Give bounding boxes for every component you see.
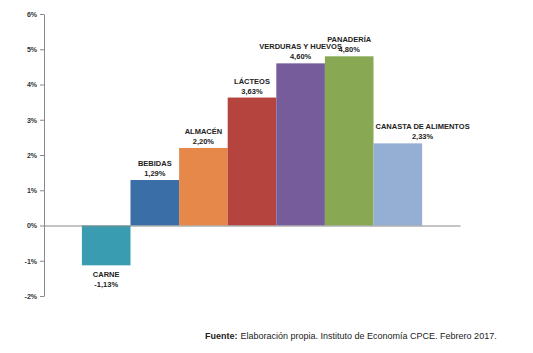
y-tick: 2% [27,152,44,159]
category-label: CARNE [93,270,120,279]
bar-label: PANADERÍA4,80% [327,35,372,54]
source-label: Fuente: [205,331,238,341]
y-tick: 5% [27,46,44,53]
y-tick-mark [40,120,44,121]
y-tick: 0% [27,222,44,229]
data-labels: CARNE-1,13% BEBIDAS1,29% ALMACÉN2,20% LÁCTE… [93,35,470,289]
value-label: 4,80% [339,45,361,54]
bar [276,63,325,225]
bar [228,98,277,226]
y-tick: -2% [25,293,44,300]
y-tick: 4% [27,81,44,88]
value-label: -1,13% [94,280,118,289]
chart: -2% -1% 0% 1% 2% 3% 4% 5% 6% CARNE-1,13% BEBIDAS1,… [0,0,533,353]
y-tick-mark [40,49,44,50]
x-axis [45,226,461,227]
category-label: ALMACÉN [185,127,223,136]
category-label: PANADERÍA [327,35,372,44]
y-tick: 3% [27,116,44,123]
y-axis: -2% -1% 0% 1% 2% 3% 4% 5% 6% [25,11,45,300]
bar [325,56,374,225]
value-label: 2,33% [412,132,434,141]
bar [373,143,422,225]
bar-label: LÁCTEOS3,63% [234,77,270,96]
y-tick: 1% [27,187,44,194]
y-tick-mark [40,261,44,262]
value-label: 4,60% [290,52,312,61]
bar-label: ALMACÉN2,20% [185,127,223,146]
category-label: CANASTA DE ALIMENTOS [375,122,469,131]
bar-label: CANASTA DE ALIMENTOS2,33% [375,122,469,141]
y-tick-mark [40,14,44,15]
bar-label: BEBIDAS1,29% [138,159,172,178]
y-tick-label: 4% [27,81,38,88]
bar [179,148,228,226]
y-tick-label: 1% [27,187,38,194]
source: Fuente:Elaboración propia. Instituto de … [205,331,497,341]
y-tick-label: 2% [27,152,38,159]
y-tick-label: -1% [25,257,38,264]
y-tick-label: 6% [27,11,38,18]
source-text: Elaboración propia. Instituto de Economí… [241,331,497,341]
bars [82,56,422,265]
y-tick-mark [40,226,44,227]
value-label: 1,29% [144,169,166,178]
y-tick-mark [40,296,44,297]
category-label: BEBIDAS [138,159,172,168]
x-axis-line [45,226,461,227]
bar [82,226,131,266]
y-tick-label: 5% [27,46,38,53]
y-tick-label: 3% [27,116,38,123]
y-tick: -1% [25,257,44,264]
y-tick-label: -2% [25,293,38,300]
y-tick-label: 0% [27,222,38,229]
category-label: LÁCTEOS [234,77,270,86]
bar-label: VERDURAS Y HUEVOS4,60% [259,42,342,61]
y-tick: 6% [27,11,44,18]
value-label: 2,20% [193,137,215,146]
y-axis-line [44,15,45,297]
y-tick-mark [40,85,44,86]
bar-label: CARNE-1,13% [93,270,120,289]
y-tick-mark [40,190,44,191]
value-label: 3,63% [241,87,263,96]
bar [131,180,180,225]
y-tick-mark [40,155,44,156]
